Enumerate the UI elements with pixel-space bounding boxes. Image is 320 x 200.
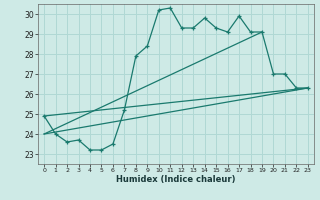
X-axis label: Humidex (Indice chaleur): Humidex (Indice chaleur) xyxy=(116,175,236,184)
